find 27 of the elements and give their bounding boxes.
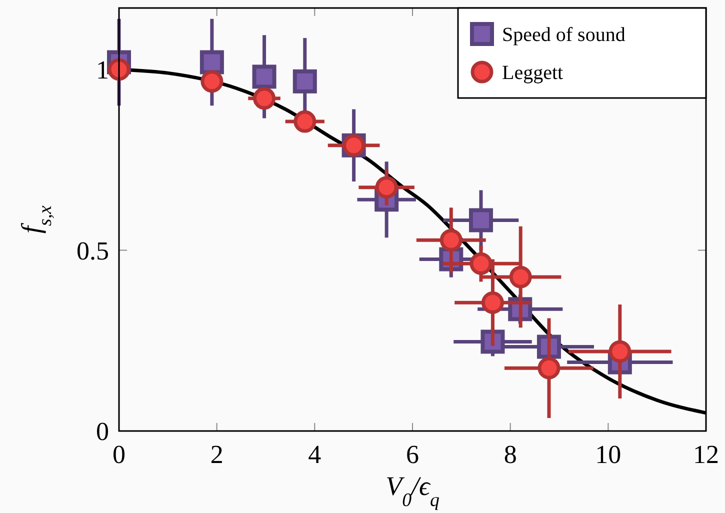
point (294, 110, 316, 133)
point (200, 70, 224, 93)
point (440, 228, 462, 252)
y-tick-label: 0 (96, 417, 109, 446)
y-tick-label: 0.5 (76, 236, 109, 266)
point (375, 176, 398, 199)
x-tick-label: 2 (210, 440, 224, 469)
legend-label: Leggett (502, 62, 564, 84)
point (608, 340, 632, 363)
y-tick-label: 1 (96, 56, 109, 85)
point (292, 69, 317, 94)
point (509, 266, 532, 288)
x-tick-label: 8 (504, 440, 517, 469)
point (200, 50, 224, 74)
point (253, 87, 276, 110)
point (470, 252, 492, 275)
x-axis-title: V$_{0}$/ϵ$_{q}$ (386, 471, 440, 510)
point (108, 58, 130, 81)
x-tick-label: 12 (693, 440, 719, 469)
point (538, 356, 560, 380)
legend-label: Speed of sound (502, 24, 626, 46)
point (468, 208, 493, 232)
point (252, 64, 276, 89)
x-tick-label: 6 (406, 440, 419, 469)
x-tick-label: 4 (308, 440, 322, 469)
point (481, 291, 504, 314)
x-tick-label: 10 (595, 440, 622, 469)
